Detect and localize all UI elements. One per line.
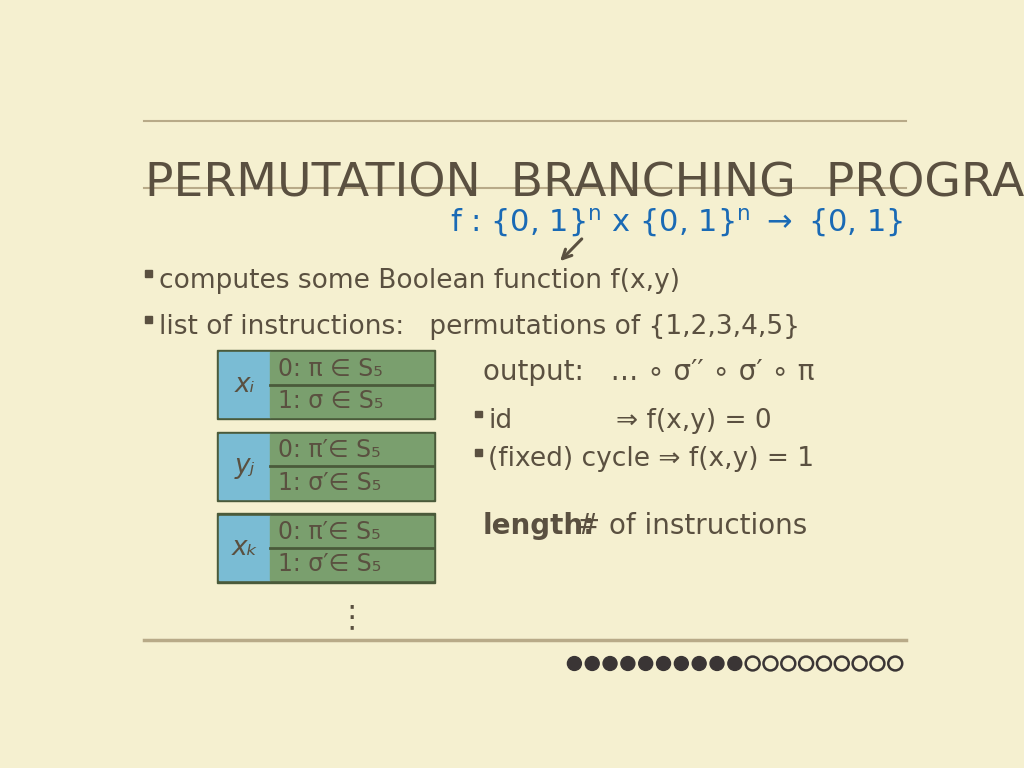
Text: f : {0, 1}$^\mathregular{n}$ x {0, 1}$^\mathregular{n}$ $\rightarrow$ {0, 1}: f : {0, 1}$^\mathregular{n}$ x {0, 1}$^\… [450,206,903,239]
Circle shape [567,657,582,670]
Bar [270,515,432,548]
Text: yⱼ: yⱼ [234,453,255,479]
Text: id: id [488,408,512,434]
Circle shape [656,657,671,670]
Text: ⇒ f(x,y) = 0: ⇒ f(x,y) = 0 [616,408,772,434]
Bar [219,353,270,417]
Text: (fixed) cycle ⇒ f(x,y) = 1: (fixed) cycle ⇒ f(x,y) = 1 [488,446,814,472]
Text: PERMUTATION  BRANCHING  PROGRAM: PERMUTATION BRANCHING PROGRAM [145,161,1024,207]
Bar [219,434,270,498]
Circle shape [621,657,635,670]
Text: 1: σ′∈ S₅: 1: σ′∈ S₅ [278,552,381,576]
Text: xₖ: xₖ [231,535,258,561]
Circle shape [710,657,724,670]
Text: 1: σ′∈ S₅: 1: σ′∈ S₅ [278,471,381,495]
Circle shape [692,657,707,670]
Bar [270,434,432,466]
Bar [270,548,432,581]
Circle shape [603,657,617,670]
Text: xᵢ: xᵢ [234,372,255,398]
Bar [217,513,435,583]
Text: computes some Boolean function f(x,y): computes some Boolean function f(x,y) [159,268,680,293]
Text: ⋮: ⋮ [336,604,367,632]
Circle shape [586,657,599,670]
Bar [219,515,270,581]
Text: output:   … ∘ σ′′ ∘ σ′ ∘ π: output: … ∘ σ′′ ∘ σ′ ∘ π [483,358,814,386]
Bar [217,432,435,501]
Text: 0: π′∈ S₅: 0: π′∈ S₅ [278,520,380,544]
Circle shape [728,657,741,670]
Circle shape [639,657,652,670]
Circle shape [675,657,688,670]
Bar [475,411,482,418]
Text: 1: σ ∈ S₅: 1: σ ∈ S₅ [278,389,383,413]
Bar [270,353,432,385]
Bar [270,466,432,498]
Bar [475,449,482,456]
Bar [217,350,435,419]
Text: # of instructions: # of instructions [568,511,808,540]
Bar [145,270,152,276]
Text: length:: length: [483,511,595,540]
Bar [145,316,152,323]
Text: 0: π′∈ S₅: 0: π′∈ S₅ [278,439,380,462]
Text: list of instructions:   permutations of {1,2,3,4,5}: list of instructions: permutations of {1… [159,314,800,340]
Bar [270,385,432,417]
Text: 0: π ∈ S₅: 0: π ∈ S₅ [278,356,382,381]
